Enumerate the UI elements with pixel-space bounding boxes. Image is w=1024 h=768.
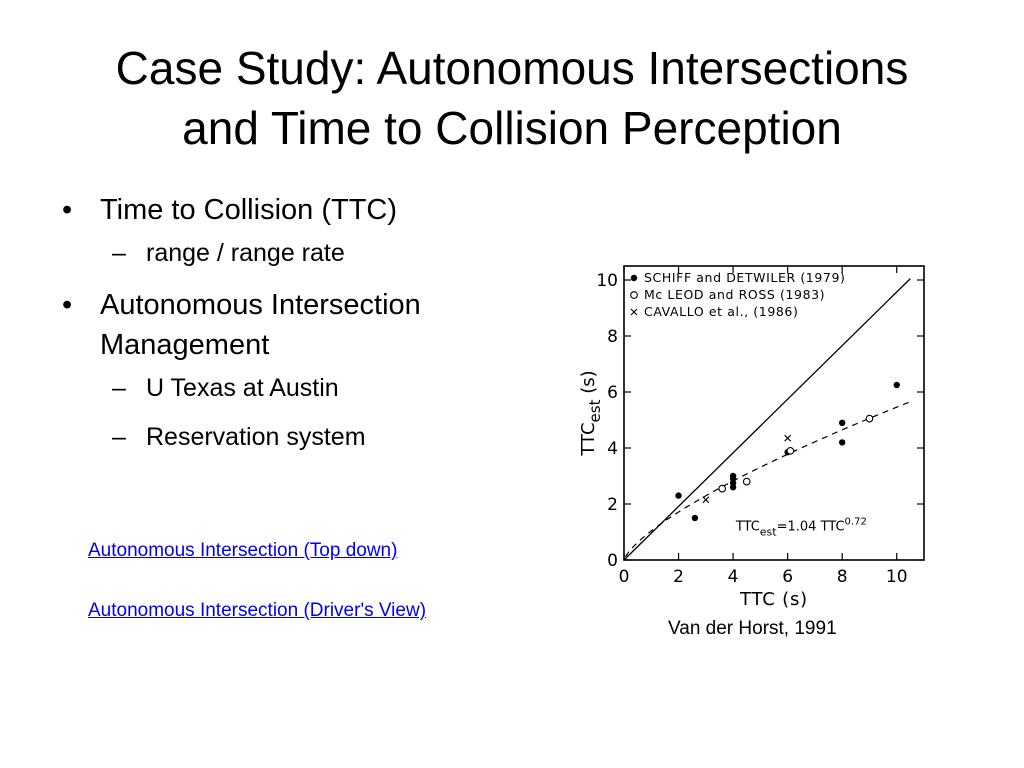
x-tick-label: 2 (673, 567, 684, 587)
data-point-series-0 (838, 419, 846, 426)
sub-bullet-text: Reservation system (146, 423, 366, 451)
legend-label-2: CAVALLO et al., (1986) (644, 304, 798, 319)
legend-marker-1 (630, 291, 638, 299)
legend-marker-2 (630, 308, 638, 316)
slide-title: Case Study: Autonomous Intersections and… (20, 38, 1004, 158)
bullet-aim: Autonomous Intersection Management (62, 285, 532, 365)
bullet-ttc: Time to Collision (TTC) (62, 190, 532, 230)
data-point-series-0 (729, 472, 737, 480)
y-tick-label: 6 (607, 383, 618, 403)
x-tick-label: 4 (728, 567, 739, 587)
title-line-2: and Time to Collision Perception (182, 102, 842, 154)
video-links: Autonomous Intersection (Top down) Auton… (88, 538, 426, 658)
data-point-series-2 (784, 434, 792, 442)
x-axis-label: TTC (s) (739, 589, 808, 610)
x-tick-label: 8 (837, 567, 848, 587)
y-tick-label: 4 (607, 439, 618, 459)
data-point-series-0 (893, 381, 900, 389)
sub-bullet-text: range / range rate (146, 239, 345, 267)
legend-label-1: Mc LEOD and ROSS (1983) (644, 287, 825, 302)
plot-frame (623, 265, 925, 561)
x-tick-label: 10 (886, 567, 908, 587)
y-axis-label: TTCest (s) (578, 370, 604, 456)
data-point-series-1 (718, 484, 727, 493)
x-tick-label: 0 (619, 567, 630, 587)
x-tick-label: 6 (782, 567, 793, 587)
ttc-chart: 0 2 4 6 8 10 0 2 4 6 8 10 SCHIFF and DETWILER (1979… (574, 258, 930, 610)
sub-bullet-text: U Texas at Austin (146, 374, 339, 402)
y-tick-label: 10 (596, 271, 618, 291)
link-top-down[interactable]: Autonomous Intersection (Top down) (88, 540, 398, 561)
sub-bullet-range-rate: – range / range rate (112, 239, 345, 267)
data-point-series-1 (865, 414, 874, 423)
power-fit-curve (624, 401, 911, 557)
link-drivers-view[interactable]: Autonomous Intersection (Driver's View) (88, 600, 427, 621)
data-point-series-0 (675, 492, 682, 499)
legend-marker-0 (630, 274, 638, 282)
data-point-series-1 (742, 477, 751, 486)
identity-line (623, 278, 911, 561)
data-point-series-2 (702, 496, 710, 504)
bullet-list: Time to Collision (TTC) –range / range r… (62, 190, 532, 469)
fit-equation-label: TTCest=1.04 TTC0.72 (735, 517, 867, 539)
title-line-1: Case Study: Autonomous Intersections (115, 42, 909, 94)
ttc-chart-svg: 0 2 4 6 8 10 0 2 4 6 8 10 SCHIFF and DETWILER (1979… (578, 265, 925, 610)
sub-bullet-ut-austin: – U Texas at Austin (112, 374, 339, 402)
data-point-series-0 (838, 439, 846, 446)
data-point-series-1 (786, 446, 795, 455)
y-tick-label: 8 (607, 327, 618, 347)
sub-bullet-reservation: – Reservation system (112, 423, 366, 451)
data-point-series-0 (691, 514, 699, 522)
y-tick-label: 2 (607, 495, 618, 515)
figure-caption: Van der Horst, 1991 (668, 618, 837, 639)
y-tick-label: 0 (607, 551, 618, 571)
legend-label-0: SCHIFF and DETWILER (1979) (644, 270, 845, 285)
